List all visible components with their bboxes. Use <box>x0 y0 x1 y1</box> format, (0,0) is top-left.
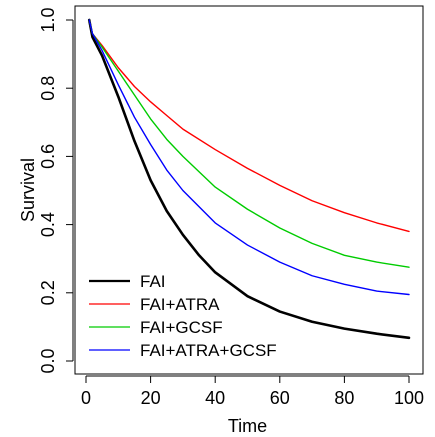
y-tick-label: 0.8 <box>38 76 58 101</box>
x-tick-label: 100 <box>394 388 424 408</box>
y-tick-label: 1.0 <box>38 7 58 32</box>
y-tick-label: 0.6 <box>38 144 58 169</box>
x-tick-label: 20 <box>141 388 161 408</box>
legend-label-fai-atra-gcsf: FAI+ATRA+GCSF <box>140 341 277 360</box>
legend-label-fai-atra: FAI+ATRA <box>140 295 220 314</box>
plot-box <box>74 5 424 375</box>
y-ticks: 0.0 0.2 0.4 0.6 0.8 1.0 <box>38 7 73 374</box>
y-tick-label: 0.2 <box>38 280 58 305</box>
y-tick-label: 0.4 <box>38 212 58 237</box>
x-axis-title: Time <box>228 416 267 436</box>
y-axis-title: Survival <box>18 158 38 222</box>
legend: FAI FAI+ATRA FAI+GCSF FAI+ATRA+GCSF <box>89 272 277 360</box>
x-tick-label: 80 <box>334 388 354 408</box>
series-line-fai-atra <box>88 19 410 233</box>
series-line-fai-gcsf <box>88 19 410 268</box>
series-line-fai-atra-gcsf <box>88 19 410 296</box>
legend-label-fai: FAI <box>140 272 166 291</box>
y-tick-label: 0.0 <box>38 348 58 373</box>
x-tick-label: 0 <box>81 388 91 408</box>
series-group <box>87 18 411 340</box>
x-ticks: 0 20 40 60 80 100 <box>81 376 424 408</box>
legend-label-fai-gcsf: FAI+GCSF <box>140 318 223 337</box>
x-tick-label: 60 <box>270 388 290 408</box>
series-line-fai <box>87 18 411 340</box>
x-tick-label: 40 <box>205 388 225 408</box>
